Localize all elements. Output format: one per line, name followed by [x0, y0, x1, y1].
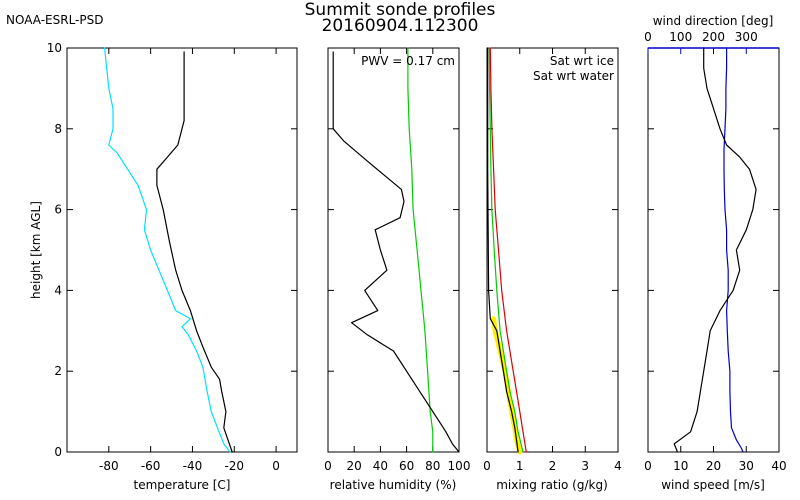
rh-x-axis-label: relative humidity (%) [330, 478, 457, 492]
mixing_ratio-series-3 [487, 47, 519, 453]
rh-plot-content: 0 20 40 60 80 100 [324, 47, 471, 473]
wind-x-tick-label: 30 [739, 459, 754, 473]
height-tick-label: 10 [47, 41, 62, 55]
relative_humidity-x-tick-label: 20 [347, 459, 362, 473]
temperature-series-0 [156, 51, 233, 453]
legend-sat-wrt-water: Sat wrt water [533, 69, 614, 83]
mixing_ratio-series-2 [489, 47, 527, 453]
mixing_ratio-x-tick-label: 0 [483, 459, 491, 473]
height-y-axis-label: height [km AGL] [29, 201, 43, 299]
mixing-ratio-x-axis-label: mixing ratio (g/kg) [496, 478, 608, 492]
wind-x-tick-label: 0 [644, 459, 652, 473]
wind-x-tick-label: 20 [706, 459, 721, 473]
org-label: NOAA-ESRL-PSD [6, 13, 103, 27]
height-tick-label: 4 [54, 283, 62, 297]
page-subtitle: 20160904.112300 [322, 16, 479, 36]
wind-direction-tick-label: 100 [669, 30, 692, 44]
mixing_ratio-x-tick-label: 1 [516, 459, 524, 473]
temperature-x-tick-label: -60 [141, 459, 161, 473]
wind-x-tick-label: 10 [673, 459, 688, 473]
wind-series-0 [723, 47, 744, 453]
wind-x-tick-label: 40 [771, 459, 786, 473]
temperature-plot-content: 0 2 4 6 8 10 -80 -60 -40 -20 0 [47, 41, 297, 473]
temperature-plot-frame [66, 47, 298, 453]
wind-plot-content: 0 10 20 30 40 0 100 200 300 [644, 30, 786, 473]
mixing_ratio-x-tick-label: 3 [581, 459, 589, 473]
page-title: Summit sonde profiles [305, 0, 496, 20]
height-tick-label: 8 [54, 122, 62, 136]
wind-speed-x-axis-label: wind speed [m/s] [661, 478, 765, 492]
mixing_ratio-x-tick-label: 2 [549, 459, 557, 473]
wind-direction-tick-label: 200 [702, 30, 725, 44]
temperature-x-tick-label: 0 [272, 459, 280, 473]
wind-direction-tick-label: 300 [735, 30, 758, 44]
relative_humidity-x-tick-label: 100 [448, 459, 471, 473]
height-tick-label: 2 [54, 364, 62, 378]
relative_humidity-x-tick-label: 40 [373, 459, 388, 473]
pwv-annotation: PWV = 0.17 cm [361, 54, 455, 68]
relative_humidity-x-tick-label: 0 [324, 459, 332, 473]
temperature-x-axis-label: temperature [C] [134, 478, 231, 492]
temperature-x-tick-label: -80 [99, 459, 119, 473]
wind-direction-tick-label: 0 [644, 30, 652, 44]
height-tick-label: 0 [54, 445, 62, 459]
panel-temperature: 0 2 4 6 8 10 -80 -60 -40 -20 0 temperature [C] hei… [29, 41, 298, 492]
relative_humidity-series-1 [332, 51, 460, 453]
mixing_ratio-series-1 [488, 47, 524, 453]
relative_humidity-series-0 [407, 47, 434, 453]
mixing-ratio-plot-content: 0 1 2 3 4 [483, 47, 622, 473]
relative_humidity-x-tick-label: 80 [425, 459, 440, 473]
temperature-x-tick-label: -40 [183, 459, 203, 473]
wind-series-1 [673, 47, 757, 453]
height-tick-label: 6 [54, 203, 62, 217]
wind-direction-axis-label: wind direction [deg] [653, 14, 774, 28]
mixing_ratio-x-tick-label: 4 [614, 459, 622, 473]
panel-relative-humidity: 0 20 40 60 80 100 relative humidity (%) PWV =… [324, 47, 471, 492]
temperature-series-1 [103, 47, 231, 453]
panel-wind: 0 10 20 30 40 0 100 200 300 wind speed [m/s] win… [644, 14, 786, 492]
legend-sat-wrt-ice: Sat wrt ice [550, 54, 614, 68]
temperature-x-tick-label: -20 [224, 459, 244, 473]
panel-mixing-ratio: 0 1 2 3 4 mixing ratio (g/kg) Sat wrt ice Sa… [483, 47, 622, 492]
rh-plot-frame [327, 47, 460, 453]
relative_humidity-x-tick-label: 60 [399, 459, 414, 473]
